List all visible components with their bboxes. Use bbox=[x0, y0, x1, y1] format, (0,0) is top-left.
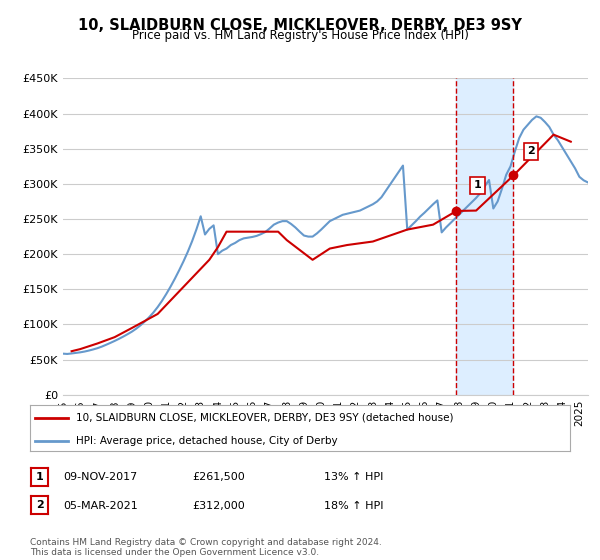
Text: 2: 2 bbox=[36, 500, 43, 510]
Text: £312,000: £312,000 bbox=[192, 501, 245, 511]
Bar bbox=[457, 78, 514, 395]
Text: 05-MAR-2021: 05-MAR-2021 bbox=[63, 501, 138, 511]
Text: HPI: Average price, detached house, City of Derby: HPI: Average price, detached house, City… bbox=[76, 436, 338, 446]
Text: 18% ↑ HPI: 18% ↑ HPI bbox=[324, 501, 383, 511]
Text: 1: 1 bbox=[474, 180, 481, 190]
Text: 1: 1 bbox=[36, 472, 43, 482]
Text: 09-NOV-2017: 09-NOV-2017 bbox=[63, 472, 137, 482]
Text: Contains HM Land Registry data © Crown copyright and database right 2024.
This d: Contains HM Land Registry data © Crown c… bbox=[30, 538, 382, 557]
Text: 10, SLAIDBURN CLOSE, MICKLEOVER, DERBY, DE3 9SY: 10, SLAIDBURN CLOSE, MICKLEOVER, DERBY, … bbox=[78, 18, 522, 33]
Text: £261,500: £261,500 bbox=[192, 472, 245, 482]
Text: Price paid vs. HM Land Registry's House Price Index (HPI): Price paid vs. HM Land Registry's House … bbox=[131, 29, 469, 42]
Text: 2: 2 bbox=[527, 146, 535, 156]
Text: 10, SLAIDBURN CLOSE, MICKLEOVER, DERBY, DE3 9SY (detached house): 10, SLAIDBURN CLOSE, MICKLEOVER, DERBY, … bbox=[76, 413, 454, 423]
Text: 13% ↑ HPI: 13% ↑ HPI bbox=[324, 472, 383, 482]
